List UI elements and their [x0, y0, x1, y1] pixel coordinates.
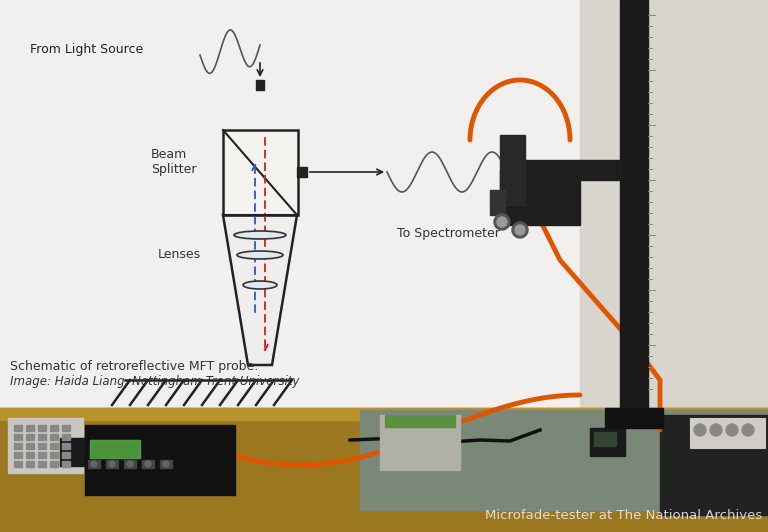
Bar [14, 434, 22, 440]
Bar [26, 461, 34, 467]
Bar [510, 160, 622, 180]
Bar [223, 130, 298, 215]
Bar [60, 438, 100, 466]
Bar [50, 452, 58, 458]
Bar [14, 443, 22, 449]
Bar [500, 135, 525, 205]
Bar [38, 425, 46, 431]
Bar [38, 443, 46, 449]
Bar [0, 408, 630, 413]
Bar [62, 461, 70, 467]
Circle shape [163, 461, 169, 467]
Bar [385, 415, 455, 427]
Polygon shape [223, 215, 297, 365]
Bar [0, 408, 768, 420]
Bar [38, 434, 46, 440]
Bar [62, 425, 70, 431]
Bar [0, 0, 630, 410]
Bar [690, 418, 765, 448]
Bar [256, 80, 264, 90]
Bar [660, 415, 768, 515]
Bar [50, 461, 58, 467]
Text: From Light Source: From Light Source [30, 43, 144, 56]
Circle shape [91, 461, 97, 467]
Bar [14, 425, 22, 431]
Bar [26, 452, 34, 458]
Bar [8, 418, 83, 473]
Text: Beam
Splitter: Beam Splitter [151, 148, 197, 176]
Text: Microfade-tester at The National Archives: Microfade-tester at The National Archive… [485, 509, 762, 522]
Bar [26, 443, 34, 449]
Bar [500, 170, 580, 225]
Bar [490, 190, 505, 215]
Circle shape [515, 225, 525, 235]
Bar [297, 167, 307, 177]
Bar [580, 0, 768, 415]
Circle shape [497, 217, 507, 227]
Bar [38, 452, 46, 458]
Bar [62, 452, 70, 458]
Circle shape [710, 424, 722, 436]
Bar [594, 432, 616, 446]
Bar [590, 428, 625, 456]
Bar [85, 425, 235, 495]
Ellipse shape [234, 231, 286, 239]
Ellipse shape [237, 251, 283, 259]
Text: Schematic of retroreflective MFT probe.: Schematic of retroreflective MFT probe. [10, 360, 258, 373]
Bar [90, 440, 140, 458]
Bar [124, 460, 136, 468]
Circle shape [494, 214, 510, 230]
Bar [620, 0, 648, 420]
Bar [38, 461, 46, 467]
Text: Lenses: Lenses [158, 248, 201, 262]
Bar [62, 434, 70, 440]
Bar [62, 443, 70, 449]
Circle shape [145, 461, 151, 467]
Bar [360, 410, 768, 510]
Circle shape [726, 424, 738, 436]
Bar [90, 440, 140, 458]
Bar [26, 434, 34, 440]
Bar [14, 452, 22, 458]
Bar [50, 443, 58, 449]
Bar [380, 415, 460, 470]
Text: To Spectrometer: To Spectrometer [397, 227, 500, 240]
Bar [50, 434, 58, 440]
Circle shape [109, 461, 115, 467]
Bar [106, 460, 118, 468]
Circle shape [127, 461, 133, 467]
Bar [0, 408, 768, 532]
Bar [88, 460, 100, 468]
Circle shape [742, 424, 754, 436]
Bar [142, 460, 154, 468]
Text: Image: Haida Liang, Nottingham Trent University: Image: Haida Liang, Nottingham Trent Uni… [10, 375, 300, 388]
Ellipse shape [243, 281, 277, 289]
Bar [50, 425, 58, 431]
Bar [14, 461, 22, 467]
Bar [605, 408, 663, 428]
Circle shape [694, 424, 706, 436]
Bar [160, 460, 172, 468]
Bar [26, 425, 34, 431]
Circle shape [512, 222, 528, 238]
